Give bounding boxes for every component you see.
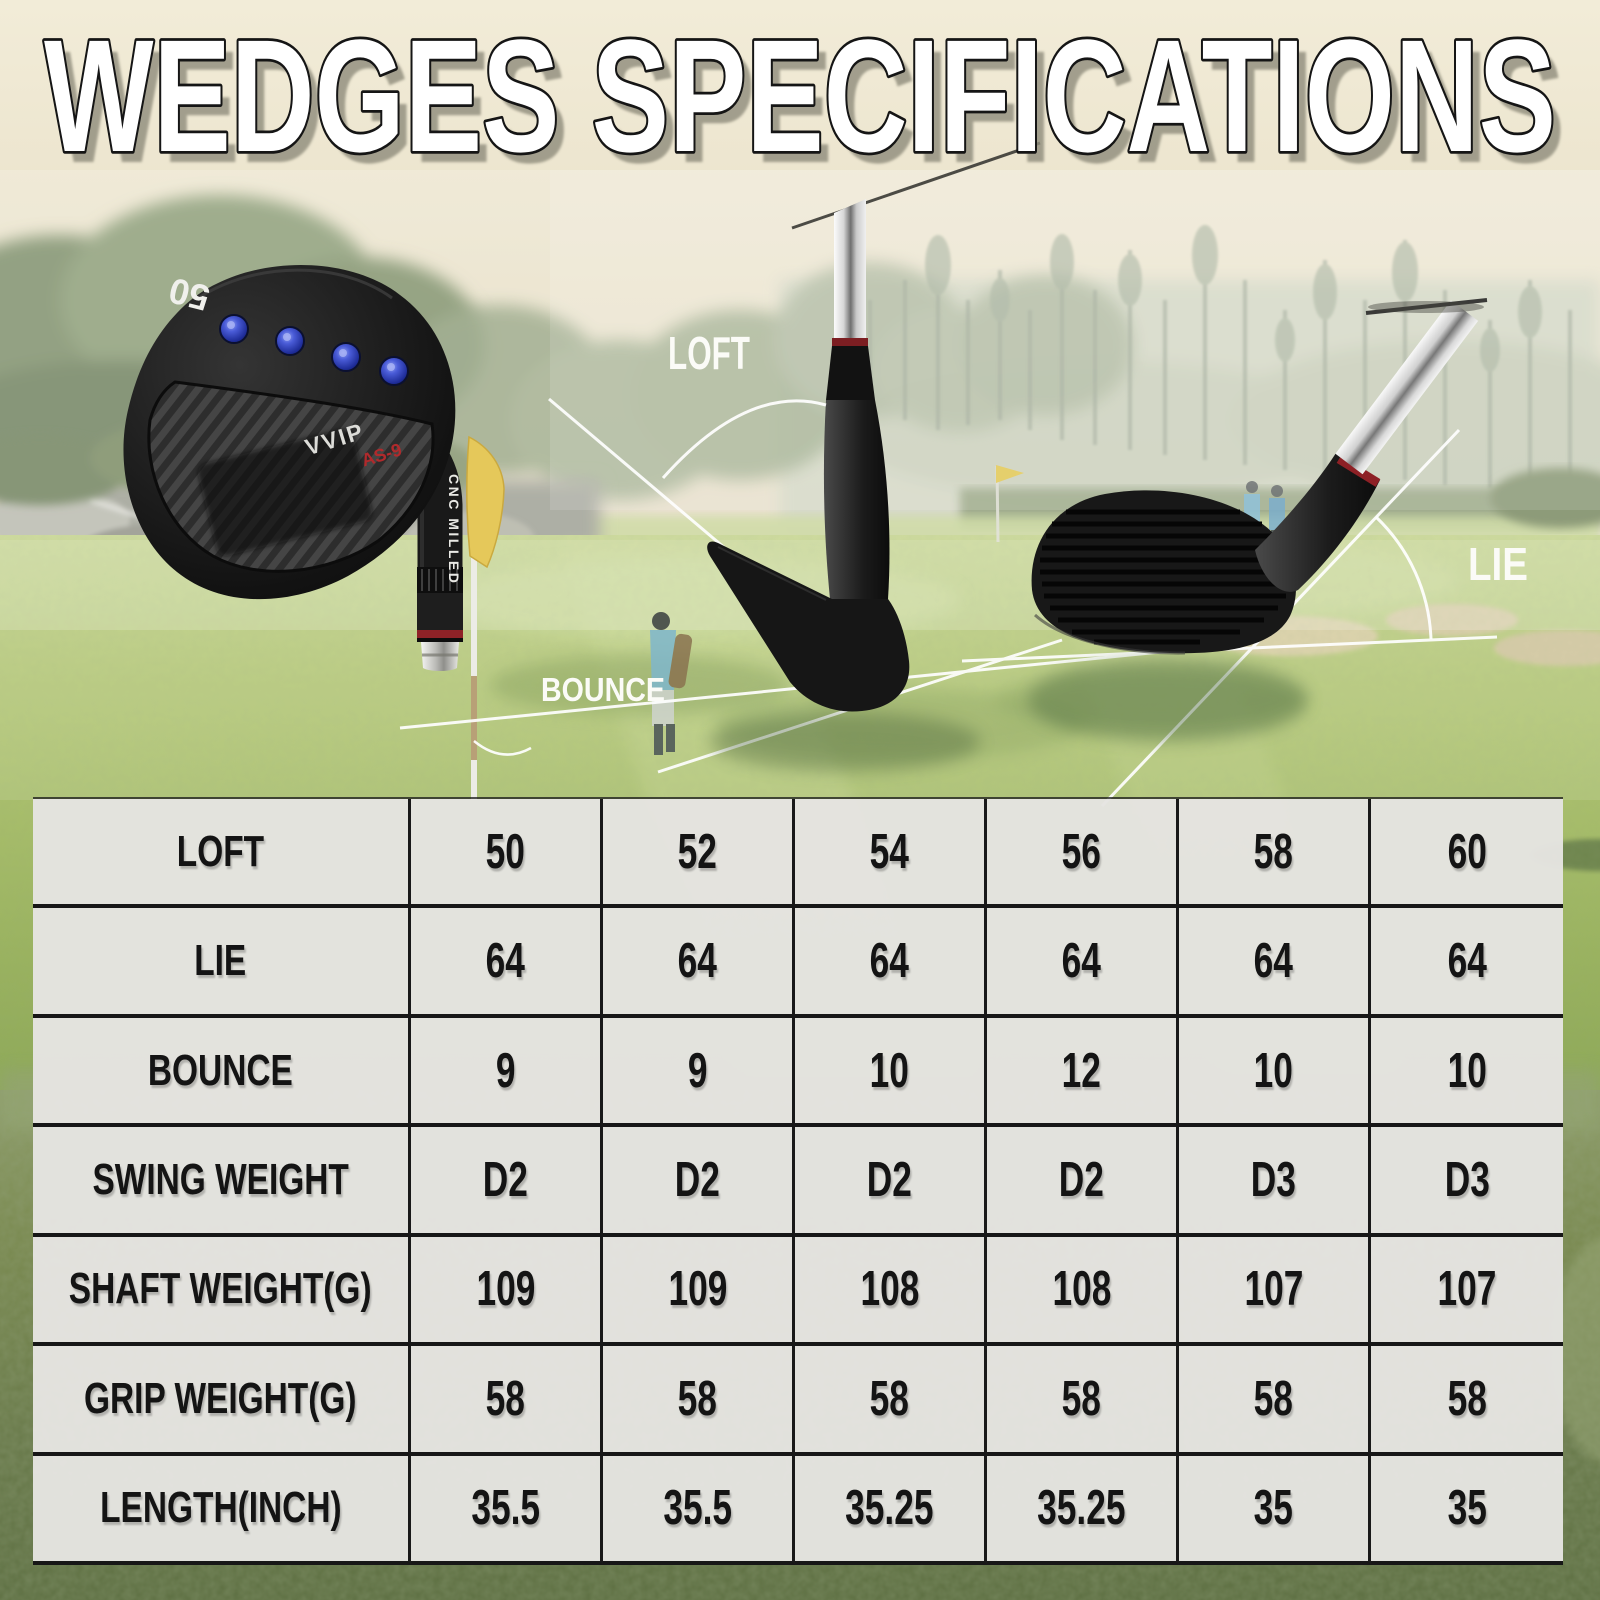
spec-row-label: GRIP WEIGHT(G)	[33, 1346, 411, 1456]
spec-value: D2	[987, 1127, 1179, 1237]
spec-value: D3	[1179, 1127, 1371, 1237]
spec-row-label: BOUNCE	[33, 1017, 411, 1128]
loft-face-line	[548, 397, 727, 551]
spec-value: 54	[795, 799, 987, 909]
loft-arc	[661, 399, 827, 480]
ferrule-red-ring	[832, 338, 868, 346]
spec-value: 58	[795, 1346, 987, 1456]
loft-stamp-50: 50	[165, 270, 214, 319]
spec-value: 108	[795, 1236, 987, 1347]
head-grooves	[1040, 509, 1290, 645]
page-title: WEDGES SPECIFICATIONS WEDGES SPECIFICATI…	[41, 3, 1565, 196]
spec-value: 35.25	[987, 1455, 1179, 1565]
spec-value: 52	[603, 799, 795, 909]
spec-value: 64	[1371, 908, 1563, 1018]
weight-dot	[379, 356, 409, 386]
weight-dot	[275, 326, 305, 356]
spec-value: 64	[795, 908, 987, 1018]
spec-value: 64	[987, 908, 1179, 1018]
wedge-back-view	[1031, 298, 1488, 655]
spec-value: 109	[603, 1236, 795, 1347]
spec-row-label: LOFT	[33, 799, 411, 909]
loft-top-line	[791, 141, 1041, 230]
wedge-profile-view	[707, 141, 1041, 712]
page-title-text: WEDGES SPECIFICATIONS	[44, 6, 1556, 185]
spec-row-label: LIE	[33, 908, 411, 1018]
club-reflections	[710, 658, 1308, 772]
spec-value: 35	[1371, 1455, 1563, 1565]
bounce-arc	[473, 740, 532, 756]
shaft	[1335, 300, 1479, 475]
spec-value: 109	[411, 1236, 603, 1347]
face-weight-dots	[219, 314, 409, 386]
page-title-shadow: WEDGES SPECIFICATIONS	[53, 17, 1565, 196]
spec-value: 10	[795, 1017, 987, 1128]
yellow-flag	[466, 435, 505, 569]
hosel	[1255, 453, 1380, 592]
spec-value: 58	[1179, 1346, 1371, 1456]
spec-value: 9	[603, 1017, 795, 1128]
spec-value: 60	[1371, 799, 1563, 909]
spec-row-label: SHAFT WEIGHT(G)	[33, 1236, 411, 1347]
spec-value: D3	[1371, 1127, 1563, 1237]
ferrule-red-ring	[417, 630, 463, 638]
spec-value: 10	[1371, 1017, 1563, 1128]
spec-value: 35.5	[411, 1455, 603, 1565]
loft-label: LOFT	[668, 327, 750, 379]
bounce-ground-line	[399, 649, 1171, 730]
spec-value: 56	[987, 799, 1179, 909]
angle-arcs	[473, 399, 1433, 756]
lie-top-line	[1365, 298, 1488, 315]
spec-value: 64	[411, 908, 603, 1018]
hosel	[823, 400, 890, 599]
spec-value: 9	[411, 1017, 603, 1128]
spec-value: 12	[987, 1017, 1179, 1128]
lie-arc	[1374, 515, 1433, 640]
hosel-cnc-text: CNC MILLED	[446, 474, 462, 585]
spec-value: D2	[411, 1127, 603, 1237]
bounce-label: BOUNCE	[541, 671, 665, 708]
spec-value: 58	[411, 1346, 603, 1456]
spec-value: 10	[1179, 1017, 1371, 1128]
head-profile	[707, 541, 910, 712]
weight-dot	[331, 342, 361, 372]
spec-value: 35	[1179, 1455, 1371, 1565]
spec-value: 64	[1179, 908, 1371, 1018]
spec-value: 58	[603, 1346, 795, 1456]
spec-value: 64	[603, 908, 795, 1018]
golfer-with-bag	[650, 612, 693, 755]
spec-value: 35.5	[603, 1455, 795, 1565]
spec-value: 58	[1371, 1346, 1563, 1456]
shaft	[834, 199, 866, 338]
spec-row-label: SWING WEIGHT	[33, 1127, 411, 1237]
wedge-face-view: 50 VVIP AS-9 CNC MILLED	[123, 264, 463, 671]
spec-value: D2	[603, 1127, 795, 1237]
spec-value: 58	[1179, 799, 1371, 909]
flagstick	[466, 435, 505, 800]
spec-value: 50	[411, 799, 603, 909]
specifications-table: LOFT 50 52 54 56 58 60 LIE 64 64 64 64 6…	[33, 797, 1563, 1565]
lie-label: LIE	[1468, 538, 1528, 590]
spec-value: 58	[987, 1346, 1179, 1456]
spec-value: 35.25	[795, 1455, 987, 1565]
spec-value: 107	[1371, 1236, 1563, 1347]
middle-trees	[390, 262, 1133, 500]
spec-value: 107	[1179, 1236, 1371, 1347]
spec-row-label: LENGTH(INCH)	[33, 1455, 411, 1565]
spec-value: 108	[987, 1236, 1179, 1347]
distant-flag	[995, 465, 1024, 543]
spec-value: D2	[795, 1127, 987, 1237]
weight-dot	[219, 314, 249, 344]
